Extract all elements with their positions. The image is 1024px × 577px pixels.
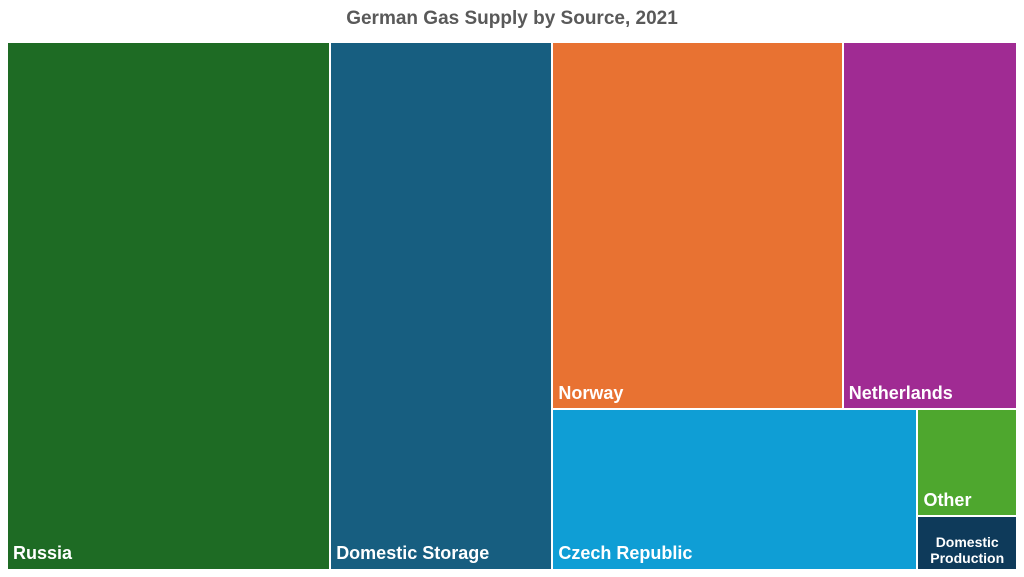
tile-label: Domestic Production [930,533,1005,566]
treemap-tile: Russia [7,42,331,570]
treemap-tile: Czech Republic [552,409,918,570]
treemap-tile: Domestic Storage [330,42,553,570]
treemap-tile: Other [917,409,1017,517]
tile-label: Czech Republic [558,543,693,564]
tile-label: Other [923,489,972,510]
treemap-tile: Netherlands [842,42,1017,410]
treemap-tile: Domestic Production [917,516,1017,570]
tile-label: Domestic Storage [336,543,490,564]
tile-label: Netherlands [848,382,953,403]
treemap-tile: Norway [552,42,843,410]
plot-area: Russia Domestic Storage Norway Netherlands C… [7,42,1017,570]
tile-label: Russia [13,543,73,564]
chart-title: German Gas Supply by Source, 2021 [346,8,678,29]
tile-label: Norway [558,382,624,403]
